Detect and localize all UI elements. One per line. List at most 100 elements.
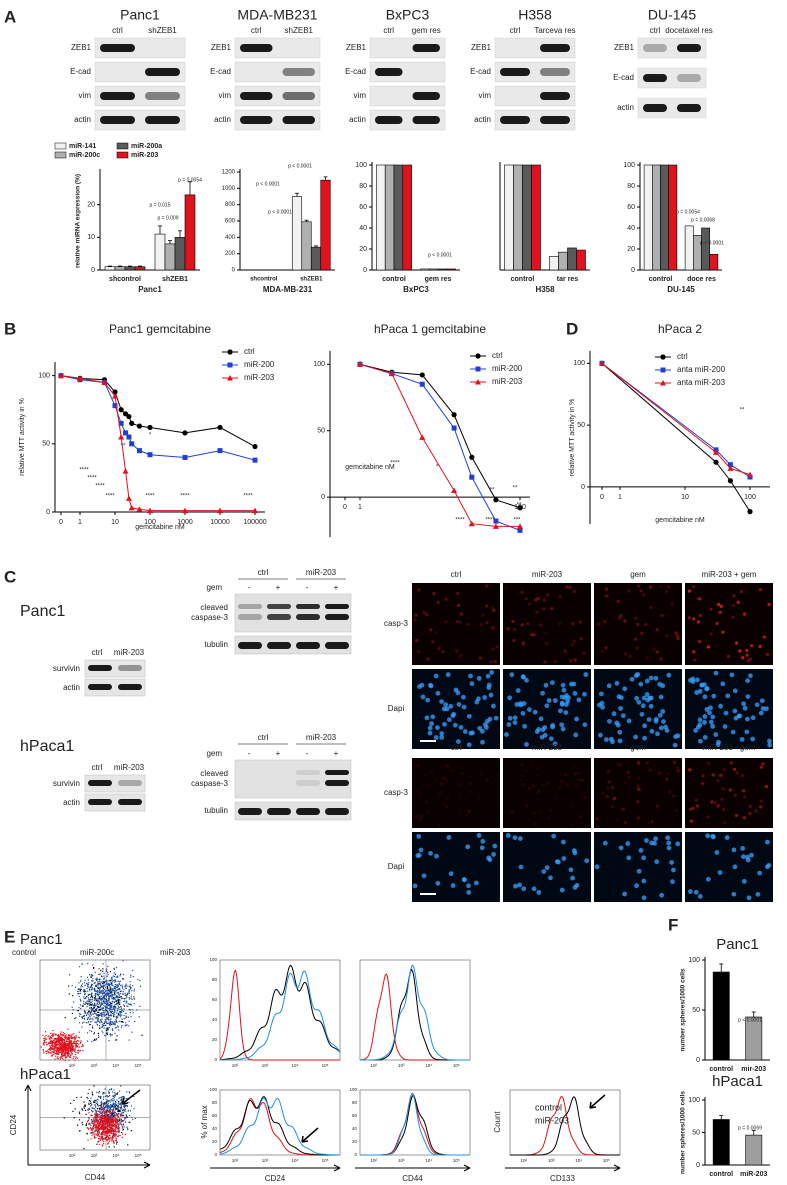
flow-event	[106, 980, 107, 981]
flow-event	[89, 1123, 90, 1124]
flow-event	[78, 989, 79, 990]
flow-event	[117, 1008, 118, 1009]
flow-event	[68, 1035, 69, 1036]
flow-event	[77, 991, 78, 992]
flow-event	[56, 1041, 57, 1042]
flow-event	[66, 1034, 67, 1035]
flow-event	[129, 1092, 130, 1093]
cell	[569, 682, 574, 687]
flow-event	[88, 1017, 89, 1018]
cell	[513, 715, 518, 720]
flow-event	[118, 1121, 119, 1122]
axis-tick-label: 10⁴	[113, 1153, 120, 1158]
flow-event	[66, 1040, 67, 1041]
flow-event	[112, 1001, 113, 1002]
flow-event	[118, 1029, 119, 1030]
flow-event	[63, 1055, 64, 1056]
blot-row-label: cleaved	[200, 769, 228, 778]
flow-event	[119, 997, 120, 998]
flow-event	[64, 1055, 65, 1056]
flow-event	[112, 1096, 113, 1097]
flow-event	[87, 1120, 88, 1121]
cell	[467, 714, 472, 719]
flow-event	[71, 1052, 72, 1053]
annotation: **	[121, 444, 126, 450]
flow-event	[107, 986, 108, 987]
cell	[428, 851, 433, 856]
cell	[461, 772, 464, 775]
flow-event	[96, 1005, 97, 1006]
cell	[549, 809, 552, 812]
flow-event	[123, 989, 124, 990]
flow-event	[97, 1099, 98, 1100]
cell	[629, 655, 632, 658]
blot-band	[375, 116, 403, 124]
flow-event	[90, 1103, 91, 1104]
flow-event	[87, 1140, 88, 1141]
cell	[751, 715, 756, 720]
bar	[568, 248, 577, 270]
flow-event	[90, 1138, 91, 1139]
cell	[619, 845, 624, 850]
blot-title: MDA-MB231	[237, 7, 317, 23]
point	[253, 458, 258, 463]
flow-event	[110, 1007, 111, 1008]
flow-event	[64, 1117, 65, 1118]
annotation: p < 0.0001	[268, 209, 292, 215]
flow-event	[98, 988, 99, 989]
flow-event	[84, 1018, 85, 1019]
flow-event	[68, 1050, 69, 1051]
flow-event	[85, 1002, 86, 1003]
flow-event	[63, 1053, 64, 1054]
flow-event	[96, 1115, 97, 1116]
cell	[513, 628, 516, 631]
y-tick-label: 50	[577, 422, 585, 429]
axis-tick-label: 10⁴	[575, 1158, 582, 1163]
flow-event	[123, 991, 124, 992]
flow-event	[73, 1001, 74, 1002]
cell	[741, 854, 746, 859]
cell	[550, 723, 555, 728]
flow-event	[84, 1108, 85, 1109]
cell	[733, 864, 738, 869]
flow-event	[82, 1110, 83, 1111]
micrograph	[412, 758, 500, 828]
flow-event	[97, 1018, 98, 1019]
cell	[637, 784, 640, 787]
y-tick-label: 0	[696, 1162, 700, 1169]
bar	[125, 267, 135, 270]
cell	[725, 835, 730, 840]
legend-marker	[228, 363, 233, 368]
flow-event	[73, 1042, 74, 1043]
flow-event	[102, 1004, 103, 1005]
cell	[556, 860, 561, 865]
cell	[491, 606, 494, 609]
flow-event	[58, 1042, 59, 1043]
flow-event	[119, 1021, 120, 1022]
cell	[742, 789, 745, 792]
y-tick-label: 80	[627, 183, 635, 190]
flow-event	[121, 1121, 122, 1122]
flow-event	[107, 1004, 108, 1005]
cell	[457, 702, 462, 707]
cell	[745, 654, 748, 657]
flow-event	[96, 979, 97, 980]
flow-event	[109, 1139, 110, 1140]
point	[728, 478, 733, 483]
y-tick-label: 50	[692, 1129, 700, 1136]
annotation: ***	[513, 518, 521, 524]
flow-event	[89, 1108, 90, 1109]
bar	[746, 1017, 762, 1060]
flow-event	[84, 1010, 85, 1011]
flow-event	[106, 1010, 107, 1011]
flow-event	[120, 1006, 121, 1007]
cell	[642, 593, 645, 596]
x-axis-label: gemcitabine nM	[345, 464, 395, 471]
flow-event	[108, 980, 109, 981]
flow-event	[51, 1043, 52, 1044]
cell	[504, 732, 509, 737]
cell	[747, 895, 752, 900]
axis-tick-label: 10⁴	[292, 1158, 299, 1163]
flow-event	[108, 1005, 109, 1006]
y-tick-label: 60	[627, 204, 635, 211]
